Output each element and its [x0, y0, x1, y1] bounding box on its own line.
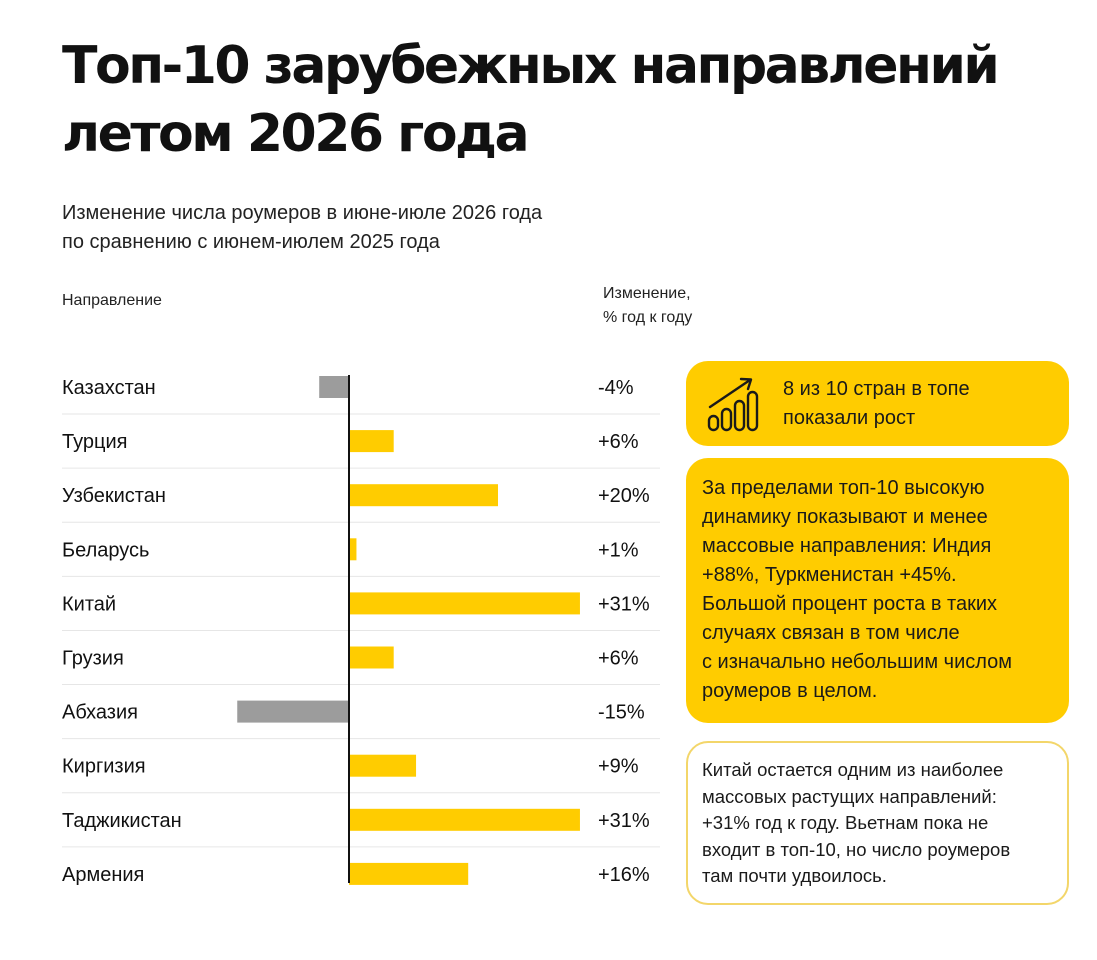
- category-label: Абхазия: [62, 702, 138, 724]
- subtitle-line-2: по сравнению с июнем-июлем 2025 года: [62, 231, 440, 253]
- bar: [349, 808, 580, 831]
- china-card-line: Китай остается одним из наиболее: [702, 759, 1004, 780]
- change-header-line-1: Изменение,: [603, 285, 691, 302]
- growth-card-line: показали рост: [783, 407, 916, 429]
- category-label: Таджикистан: [62, 810, 182, 832]
- growth-bars-icon: [707, 377, 759, 432]
- value-label: +20%: [598, 485, 650, 507]
- value-label: +6%: [598, 648, 639, 670]
- beyond-card-line: массовые направления: Индия: [702, 535, 992, 557]
- bar: [349, 430, 394, 453]
- category-label: Беларусь: [62, 539, 149, 561]
- bar: [349, 862, 469, 885]
- subtitle: Изменение числа роумеров в июне-июле 202…: [62, 199, 542, 257]
- category-label: Армения: [62, 864, 144, 886]
- value-label: +1%: [598, 539, 639, 561]
- subtitle-line-1: Изменение числа роумеров в июне-июле 202…: [62, 202, 543, 224]
- category-label: Узбекистан: [62, 485, 166, 507]
- title-line-2: летом 2026 года: [62, 104, 530, 164]
- bar: [349, 538, 357, 561]
- china-note-card: Китай остается одним из наиболее массовы…: [686, 741, 1069, 905]
- value-label: +16%: [598, 864, 650, 886]
- beyond-card-line: роумеров в целом.: [702, 680, 878, 702]
- bar: [349, 646, 394, 669]
- beyond-card-line: +88%, Туркменистан +45%.: [702, 564, 957, 586]
- bar: [237, 700, 349, 723]
- page-title: Топ-10 зарубежных направлений летом 2026…: [62, 32, 1000, 168]
- bar: [349, 754, 417, 777]
- bar: [349, 592, 580, 615]
- value-label: -15%: [598, 702, 645, 724]
- growth-card-text: 8 из 10 стран в топе показали рост: [783, 375, 1053, 433]
- value-label: +9%: [598, 756, 639, 778]
- china-card-line: там почти удвоилось.: [702, 865, 887, 886]
- value-label: +31%: [598, 593, 650, 615]
- beyond-card-line: динамику показывают и менее: [702, 506, 988, 528]
- growth-summary-card: 8 из 10 стран в топе показали рост: [686, 361, 1069, 446]
- bar-chart: Казахстан -4% Турция +6% Узбекистан +20% Белар…: [62, 375, 660, 886]
- category-label: Киргизия: [62, 756, 146, 778]
- value-label: +6%: [598, 431, 639, 453]
- beyond-card-line: случаях связан в том числе: [702, 622, 960, 644]
- change-column-header: Изменение, % год к году: [603, 282, 692, 330]
- growth-card-line: 8 из 10 стран в топе: [783, 378, 970, 400]
- category-label: Турция: [62, 431, 127, 453]
- china-card-line: массовых растущих направлений:: [702, 785, 997, 807]
- beyond-card-line: За пределами топ-10 высокую: [702, 477, 985, 499]
- change-header-line-2: % год к году: [603, 309, 693, 326]
- category-label: Казахстан: [62, 377, 156, 399]
- china-card-line: входит в топ-10, но число роумеров: [702, 838, 1011, 860]
- category-label: Грузия: [62, 648, 124, 670]
- china-card-line: +31% год к году. Вьетнам пока не: [702, 812, 989, 833]
- direction-column-header: Направление: [62, 292, 162, 309]
- beyond-card-line: с изначально небольшим числом: [702, 651, 1013, 673]
- bar: [349, 484, 498, 507]
- bar: [319, 376, 349, 398]
- value-label: -4%: [598, 377, 634, 399]
- value-label: +31%: [598, 810, 650, 832]
- title-line-1: Топ-10 зарубежных направлений: [62, 36, 1000, 96]
- beyond-card-line: Большой процент роста в таких: [702, 593, 998, 615]
- category-label: Китай: [62, 593, 116, 615]
- beyond-top10-card: За пределами топ-10 высокую динамику пок…: [686, 458, 1069, 723]
